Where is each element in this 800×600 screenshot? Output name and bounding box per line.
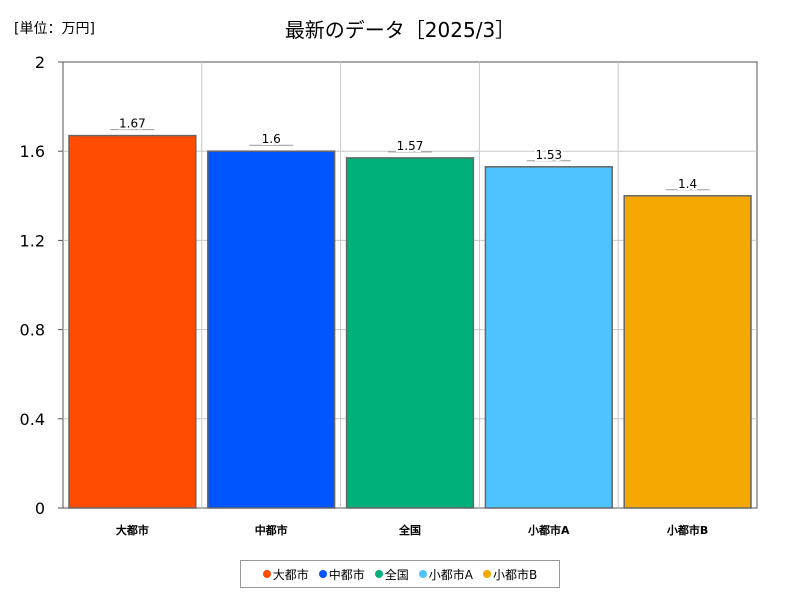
legend-marker: [418, 570, 427, 578]
y-tick-label: 0.8: [20, 321, 45, 340]
y-tick-label: 2: [35, 53, 45, 72]
legend-item: 小都市A: [418, 566, 474, 583]
bar-2: [207, 150, 336, 509]
data-label: 1.67: [119, 117, 146, 131]
bar-4: [484, 166, 613, 509]
bar-1: [68, 134, 197, 509]
legend-item: 大都市: [262, 566, 309, 583]
data-label: 1.57: [397, 139, 424, 153]
x-tick-label: 小都市A: [527, 523, 570, 537]
chart-title: 最新のデータ［2025/3］: [284, 18, 516, 42]
data-label: 1.53: [535, 148, 562, 162]
unit-label: [単位：万円]: [14, 21, 95, 37]
chart-legend: 大都市 中都市 全国 小都市A 小都市B: [240, 560, 560, 588]
legend-marker: [262, 570, 271, 578]
legend-label: 中都市: [328, 567, 365, 582]
legend-item: 全国: [374, 566, 409, 583]
legend-marker: [483, 570, 492, 578]
bar-5: [623, 195, 752, 509]
y-tick-label: 1.6: [20, 142, 45, 161]
x-tick-label: 小都市B: [666, 523, 708, 537]
x-tick-label: 大都市: [116, 523, 149, 537]
y-tick-label: 1.2: [20, 231, 45, 250]
legend-item: 小都市B: [483, 566, 537, 583]
legend-label: 小都市A: [428, 567, 474, 582]
data-label: 1.6: [262, 132, 281, 146]
bar-chart: 0 0.4 0.8 1.2 1.6 2 1.67 大都市 1.6 中都市 1.57 全国 1.53 小都市…: [20, 53, 758, 537]
x-tick-label: 全国: [398, 523, 421, 537]
y-tick-label: 0: [35, 499, 45, 518]
y-tick-label: 0.4: [20, 410, 45, 429]
legend-label: 小都市B: [493, 567, 538, 582]
legend-marker: [318, 570, 327, 578]
legend-item: 中都市: [318, 566, 365, 583]
legend-label: 大都市: [272, 567, 309, 582]
legend-label: 全国: [384, 567, 409, 582]
legend-marker: [374, 570, 383, 578]
data-label: 1.4: [678, 177, 697, 191]
bar-3: [345, 157, 475, 509]
x-tick-label: 中都市: [255, 523, 288, 537]
